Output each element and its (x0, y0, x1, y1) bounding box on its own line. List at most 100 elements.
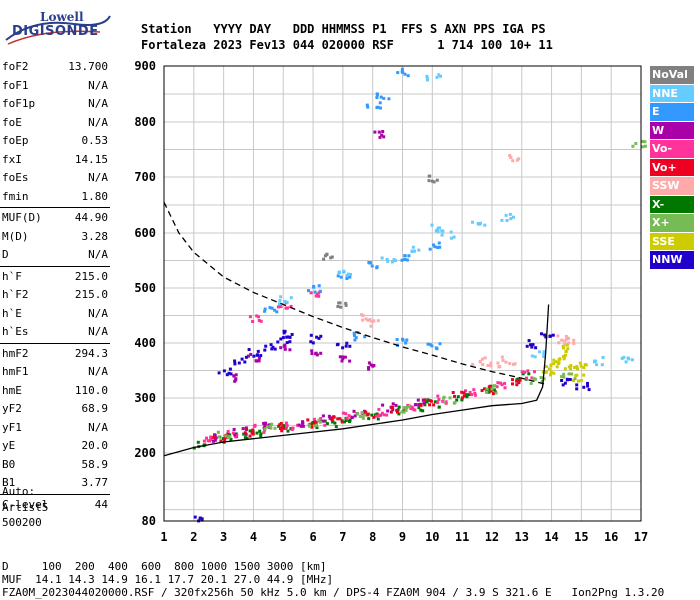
param-row: foE N/A (0, 114, 112, 133)
param-row: h`F 215.0 (0, 268, 112, 287)
echo-point-w (381, 403, 385, 407)
param-row: h`F2 215.0 (0, 286, 112, 305)
echo-point-w (264, 421, 268, 425)
echo-point-nne (530, 354, 534, 358)
echo-point-vo (209, 435, 213, 439)
echo-point-nnw (233, 362, 237, 366)
echo-point-nne (435, 75, 439, 79)
echo-point-nnw (529, 343, 532, 347)
echo-point-vo (345, 416, 349, 420)
echo-point-vo (492, 392, 495, 396)
echo-point-w (373, 130, 377, 134)
echo-point-vo (323, 423, 327, 427)
echo-point-e (437, 241, 441, 245)
echo-point-e (405, 258, 409, 262)
echo-point-e (407, 254, 411, 258)
echo-point-vo (306, 418, 310, 422)
echo-point-vo (489, 389, 493, 393)
echo-point-nne (500, 218, 504, 222)
echo-point-x (402, 406, 406, 410)
echo-point-vo (310, 425, 314, 429)
echo-point-w (341, 357, 345, 361)
echo-point-vo (533, 370, 536, 374)
echo-point-ssw (489, 361, 493, 365)
echo-point-w (394, 403, 398, 407)
param-row: B0 58.9 (0, 456, 112, 475)
param-label: B0 (2, 457, 16, 471)
echo-point-nne (436, 230, 440, 234)
echo-point-nnw (281, 336, 285, 340)
echo-point-nne (479, 221, 482, 225)
echo-point-nne (438, 226, 441, 230)
echo-point-ssw (497, 365, 501, 369)
echo-point-sse (562, 346, 565, 350)
echo-point-vo (286, 306, 290, 310)
param-label: yE (2, 439, 16, 452)
echo-point-vo (257, 319, 261, 322)
x-tick-label: 17 (634, 530, 648, 544)
echo-point-sse (575, 373, 579, 377)
param-label: foF1 (2, 78, 29, 92)
echo-point-vo (499, 381, 503, 385)
echo-point-x (331, 420, 335, 424)
param-row: h`E N/A (0, 305, 112, 324)
echo-point-e (376, 105, 380, 109)
echo-point-nne (437, 73, 441, 77)
echo-point-nne (449, 230, 453, 234)
echo-point-nne (508, 212, 512, 216)
x-tick-label: 8 (369, 530, 376, 544)
y-tick-label: 500 (134, 281, 156, 295)
x-tick-label: 6 (309, 530, 316, 544)
echo-point-e (363, 335, 367, 339)
echo-point-x (529, 381, 533, 385)
echo-point-ssw (486, 364, 490, 367)
echo-point-sse (573, 366, 577, 369)
echo-point-vo (364, 410, 368, 414)
echo-point-x (245, 436, 249, 440)
echo-point-x (273, 426, 277, 430)
echo-point-nnw (348, 344, 352, 348)
echo-point-e (400, 258, 404, 262)
echo-point-w (301, 424, 305, 428)
param-row: foF2 13.700 (0, 58, 112, 77)
echo-point-x (229, 437, 233, 441)
echo-point-vo (487, 385, 491, 389)
echo-point-w (353, 414, 357, 418)
param-row: fmin 1.80 (0, 188, 112, 207)
echo-point-vo (278, 427, 282, 430)
echo-point-x (360, 411, 364, 415)
echo-point-ssw (563, 342, 567, 346)
echo-point-e (401, 70, 405, 74)
param-value: 3.28 (81, 229, 109, 243)
echo-point-e (430, 344, 434, 348)
echo-point-vo (473, 391, 477, 395)
muf-curve (163, 201, 546, 385)
param-label: foE (2, 115, 22, 129)
echo-point-noval (325, 252, 329, 256)
param-value: 44 (94, 497, 108, 511)
echo-point-nnw (270, 347, 274, 351)
echo-point-x (259, 434, 263, 438)
echo-point-nne (380, 256, 384, 260)
param-label: hmF2 (2, 346, 29, 360)
echo-point-w (232, 428, 236, 431)
echo-point-x (442, 396, 445, 400)
echo-point-vo (257, 315, 260, 319)
echo-point-nnw (530, 345, 534, 349)
logo-text-lowell: Lowell (40, 10, 84, 24)
echo-point-w (283, 343, 287, 347)
y-tick-label: 400 (134, 336, 156, 350)
echo-point-noval (344, 301, 348, 305)
echo-point-e (312, 285, 316, 288)
echo-point-x (358, 414, 362, 418)
echo-point-w (377, 130, 381, 134)
echo-point-nnw (575, 383, 579, 387)
param-row: yF1 N/A (0, 419, 112, 438)
echo-point-vo (291, 426, 295, 430)
echo-point-w (232, 374, 236, 378)
param-row: M(D) 3.28 (0, 228, 112, 247)
param-value: N/A (88, 325, 108, 338)
echo-point-x (333, 421, 337, 425)
param-value: 294.3 (74, 346, 108, 360)
echo-point-nnw (243, 360, 247, 364)
